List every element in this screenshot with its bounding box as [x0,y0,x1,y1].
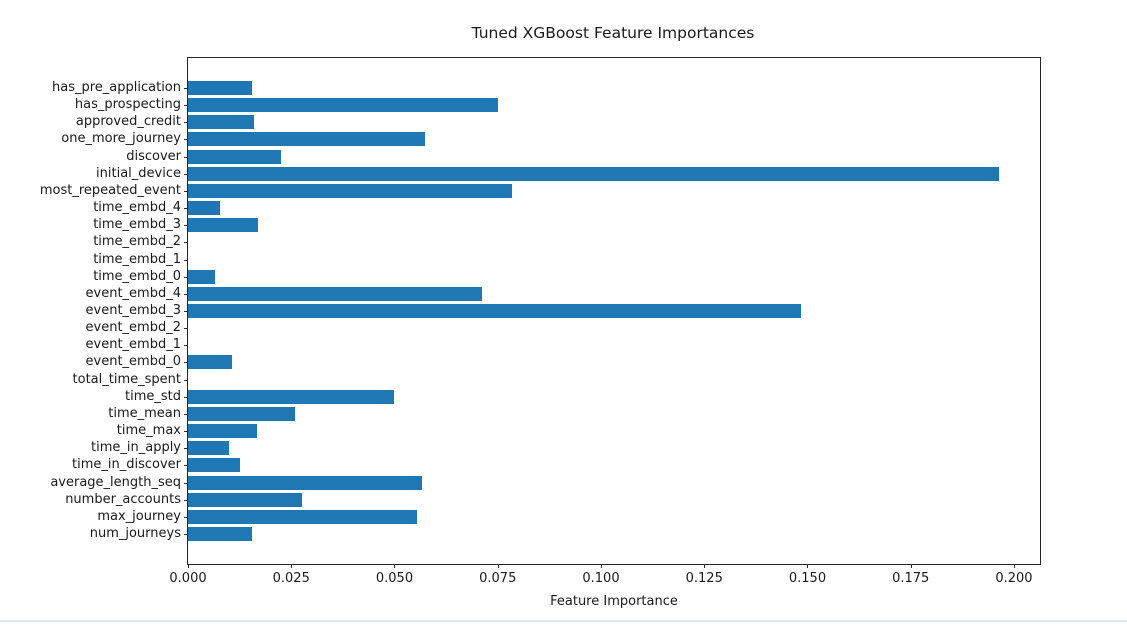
x-tick-label: 0.175 [892,571,930,586]
y-tick-label: number_accounts [65,491,181,507]
x-tick-label: 0.025 [272,571,310,586]
y-tick-label: time_embd_2 [93,234,181,250]
y-tick-label: event_embd_1 [85,337,181,353]
x-tick-label: 0.000 [169,571,207,586]
y-tick [184,156,188,158]
y-tick-label: time_in_apply [91,440,181,456]
chart-title: Tuned XGBoost Feature Importances [471,24,755,42]
y-tick-label: event_embd_4 [85,285,181,301]
y-tick [184,345,188,347]
bar-average_length_seq [188,475,423,490]
bar-time_max [188,424,257,439]
x-tick [188,564,189,568]
bar-time_in_apply [188,441,229,456]
y-tick [184,534,188,535]
bar-approved_credit [188,115,255,130]
y-tick [184,413,188,415]
x-tick [807,564,809,568]
y-tick [184,105,188,107]
y-tick [184,208,188,210]
y-tick [184,122,188,124]
x-tick-label: 0.050 [375,571,414,586]
x-tick [600,564,602,568]
y-tick [184,482,188,484]
y-tick [184,225,188,227]
y-tick-label: time_embd_4 [93,200,181,216]
x-tick-label: 0.100 [582,571,620,586]
bar-has_pre_application [188,81,252,95]
y-tick-label: average_length_seq [50,474,181,490]
y-tick-label: has_prospecting [74,97,181,113]
x-tick-label: 0.125 [685,571,723,586]
y-tick [184,328,188,330]
y-tick [184,362,188,364]
y-tick-label: most_repeated_event [39,182,181,198]
bar-event_embd_3 [188,304,801,318]
y-tick-label: has_pre_application [52,80,181,95]
y-tick [184,88,188,89]
x-tick [1013,564,1015,568]
x-axis-label: Feature Importance [550,594,678,609]
bar-event_embd_0 [188,355,233,370]
y-tick [184,259,188,261]
y-tick [184,431,188,433]
x-tick [394,564,396,568]
bar-number_accounts [188,492,302,507]
bar-time_in_discover [188,458,241,473]
x-tick [291,564,293,568]
bar-time_embd_4 [188,201,220,216]
y-tick-label: max_journey [97,508,181,524]
x-tick-label: 0.150 [788,571,827,586]
y-tick [184,276,188,278]
y-tick [184,293,188,295]
bottom-divider-line [0,620,1127,622]
y-tick [184,499,188,501]
y-tick-label: discover [126,148,181,164]
y-tick [184,448,188,450]
y-tick-label: event_embd_3 [85,303,181,318]
y-tick [184,242,188,244]
x-tick [910,564,912,568]
y-tick [184,396,188,398]
y-tick-label: num_journeys [89,526,181,541]
y-tick-label: one_more_journey [61,131,181,147]
bar-max_journey [188,509,417,524]
y-tick-label: time_mean [108,405,181,421]
y-tick [184,516,188,518]
y-tick [184,173,188,175]
y-tick-label: time_max [116,423,181,439]
bar-time_std [188,389,395,404]
bar-time_embd_3 [188,218,258,233]
y-tick-label: total_time_spent [72,371,181,387]
y-tick [184,379,188,381]
bar-event_embd_4 [188,286,483,301]
x-tick [497,564,499,568]
x-tick-label: 0.075 [479,571,517,586]
y-tick-label: event_embd_2 [85,320,181,336]
bar-most_repeated_event [188,183,512,198]
y-tick-label: time_embd_0 [93,268,181,284]
y-tick-label: time_std [125,388,181,404]
x-tick [704,564,706,568]
plot-area: has_pre_application has_prospecting approv… [40,57,1041,609]
y-tick-label: time_embd_1 [93,251,181,267]
bar-one_more_journey [188,132,426,147]
bar-time_embd_0 [188,269,215,284]
y-tick [184,190,188,192]
y-tick-label: approved_credit [75,114,181,130]
y-tick-label: time_in_discover [72,457,181,473]
y-tick [184,139,188,141]
y-tick [184,465,188,467]
bar-num_journeys [188,527,252,541]
y-tick [184,311,188,312]
x-tick-label: 0.200 [995,571,1033,586]
bar-discover [188,149,281,164]
y-tick-label: event_embd_0 [85,354,181,370]
y-tick-label: time_embd_3 [93,217,181,233]
y-tick-label: initial_device [96,165,181,181]
bar-has_prospecting [188,98,498,113]
bar-time_mean [188,406,295,421]
bar-initial_device [188,166,999,181]
